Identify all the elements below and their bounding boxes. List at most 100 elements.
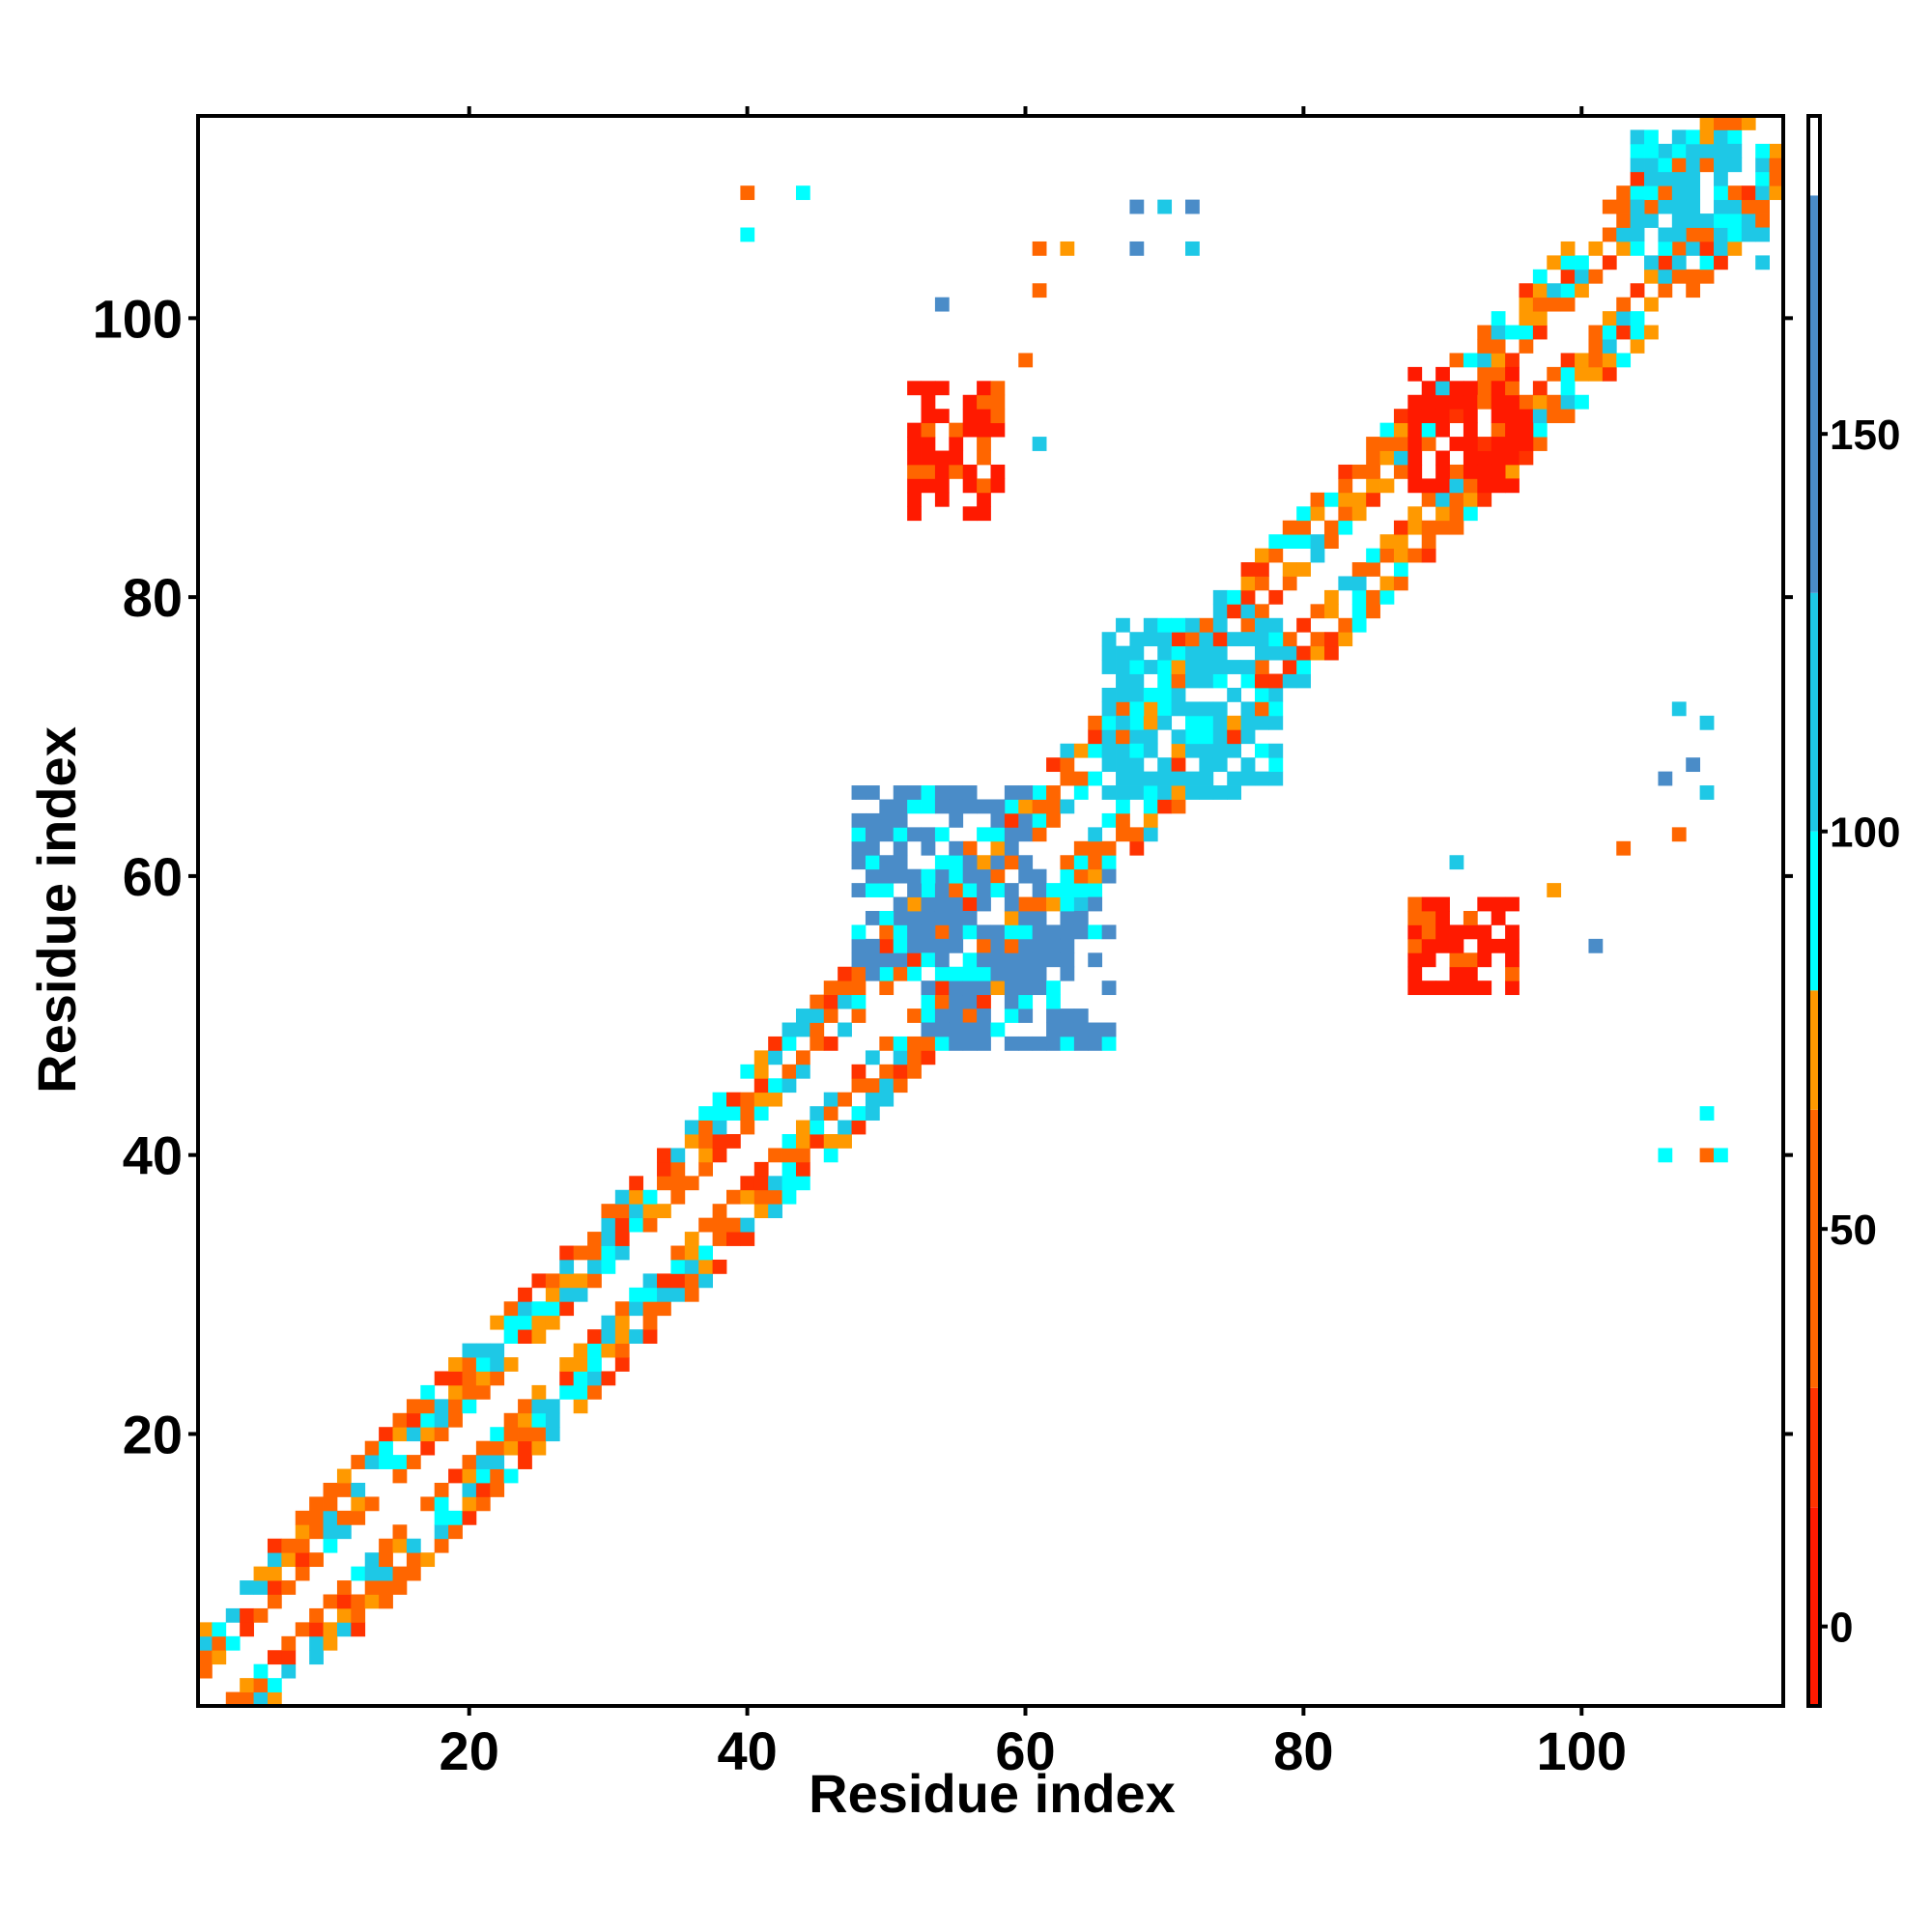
heatmap-cell [921, 1009, 936, 1023]
heatmap-cell [573, 1357, 588, 1372]
heatmap-cell [907, 437, 922, 451]
heatmap-cell [1379, 534, 1395, 549]
heatmap-cell [1212, 617, 1228, 633]
heatmap-cell [781, 1134, 797, 1149]
heatmap-cell [490, 1468, 505, 1484]
heatmap-cell [1032, 966, 1047, 981]
heatmap-cell [1505, 980, 1520, 996]
heatmap-cell [1032, 938, 1047, 953]
heatmap-cell [962, 952, 978, 968]
heatmap-cell [865, 868, 880, 884]
heatmap-cell [1157, 199, 1173, 214]
heatmap-cell [629, 1329, 644, 1344]
heatmap-cell [1519, 325, 1534, 340]
heatmap-cell [559, 1245, 575, 1261]
heatmap-cell [1171, 729, 1186, 745]
heatmap-cell [1699, 1148, 1715, 1163]
heatmap-cell [851, 924, 867, 940]
heatmap-cell [1727, 157, 1743, 173]
heatmap-cell [364, 1552, 380, 1568]
heatmap-cell [1310, 645, 1325, 661]
heatmap-cell [781, 1022, 797, 1037]
heatmap-cell [990, 422, 1006, 438]
heatmap-cell [977, 799, 991, 814]
heatmap-cell [1116, 785, 1130, 800]
heatmap-cell [1616, 840, 1632, 856]
heatmap-cell [962, 799, 978, 814]
heatmap-cell [1699, 715, 1715, 730]
heatmap-cell [838, 966, 852, 981]
heatmap-cell [1686, 157, 1701, 173]
heatmap-cell [1616, 241, 1632, 256]
heatmap-cell [865, 938, 880, 953]
heatmap-cell [1477, 952, 1492, 968]
heatmap-cell [962, 785, 978, 800]
heatmap-cell [1212, 701, 1228, 717]
heatmap-cell [1714, 1148, 1728, 1163]
heatmap-cell [1185, 660, 1200, 674]
heatmap-cell [1463, 437, 1478, 451]
heatmap-cell [475, 1384, 491, 1400]
heatmap-cell [1129, 701, 1145, 717]
heatmap-cell [587, 1329, 602, 1344]
heatmap-cell [1421, 924, 1436, 940]
heatmap-cell [1602, 255, 1617, 270]
heatmap-cell [907, 464, 922, 479]
heatmap-cell [1407, 966, 1423, 981]
heatmap-cell [1018, 938, 1034, 953]
heatmap-cell [838, 1092, 852, 1107]
heatmap-cell [1268, 715, 1284, 730]
heatmap-cell [1477, 896, 1492, 912]
heatmap-cell [1435, 464, 1450, 479]
heatmap-cell [851, 980, 867, 996]
heatmap-cell [1101, 840, 1117, 856]
heatmap-cell [990, 966, 1006, 981]
heatmap-cell [518, 1399, 532, 1414]
heatmap-cell [1032, 785, 1047, 800]
heatmap-cell [949, 896, 964, 912]
heatmap-cell [1477, 980, 1492, 996]
heatmap-cell [768, 1204, 782, 1219]
heatmap-cell [657, 1204, 671, 1219]
heatmap-cell [406, 1399, 421, 1414]
heatmap-cell [781, 1176, 797, 1191]
heatmap-cell [1491, 938, 1506, 953]
heatmap-cell [712, 1259, 727, 1274]
heatmap-cell [503, 1329, 519, 1344]
heatmap-cell [1755, 157, 1770, 173]
heatmap-cell [949, 911, 964, 925]
heatmap-cell [1407, 911, 1423, 925]
heatmap-cell [1101, 660, 1117, 674]
heatmap-cell [1171, 632, 1186, 647]
heatmap-cell [1088, 924, 1103, 940]
heatmap-cell [1630, 227, 1645, 242]
heatmap-cell [921, 868, 936, 884]
heatmap-cell [1714, 129, 1728, 145]
heatmap-cell [893, 924, 908, 940]
heatmap-cell [1727, 241, 1743, 256]
heatmap-cell [1421, 548, 1436, 563]
heatmap-cell [1755, 143, 1770, 158]
heatmap-cell [1393, 409, 1408, 424]
heatmap-cell [1116, 799, 1130, 814]
heatmap-cell [962, 980, 978, 996]
heatmap-cell [351, 1496, 366, 1512]
heatmap-cell [1073, 1022, 1089, 1037]
heatmap-cell [1755, 185, 1770, 201]
heatmap-cell [1741, 199, 1756, 214]
heatmap-cell [907, 1064, 922, 1079]
heatmap-cell [1018, 911, 1034, 925]
heatmap-cell [934, 492, 950, 507]
heatmap-cell [392, 1455, 408, 1469]
heatmap-cell [1575, 366, 1589, 382]
heatmap-cell [712, 1232, 727, 1246]
heatmap-cell [420, 1384, 436, 1400]
heatmap-cell [907, 896, 922, 912]
heatmap-cell [670, 1148, 686, 1163]
heatmap-cell [1505, 381, 1520, 396]
y-axis-title: Residue index [26, 726, 87, 1094]
heatmap-cell [657, 1176, 671, 1191]
heatmap-cell [921, 422, 936, 438]
colorbar-tick-label: 100 [1830, 810, 1900, 857]
heatmap-cell [684, 1176, 699, 1191]
